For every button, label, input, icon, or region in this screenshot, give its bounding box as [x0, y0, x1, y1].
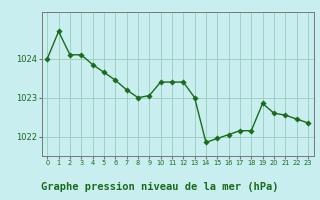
Text: Graphe pression niveau de la mer (hPa): Graphe pression niveau de la mer (hPa) [41, 182, 279, 192]
